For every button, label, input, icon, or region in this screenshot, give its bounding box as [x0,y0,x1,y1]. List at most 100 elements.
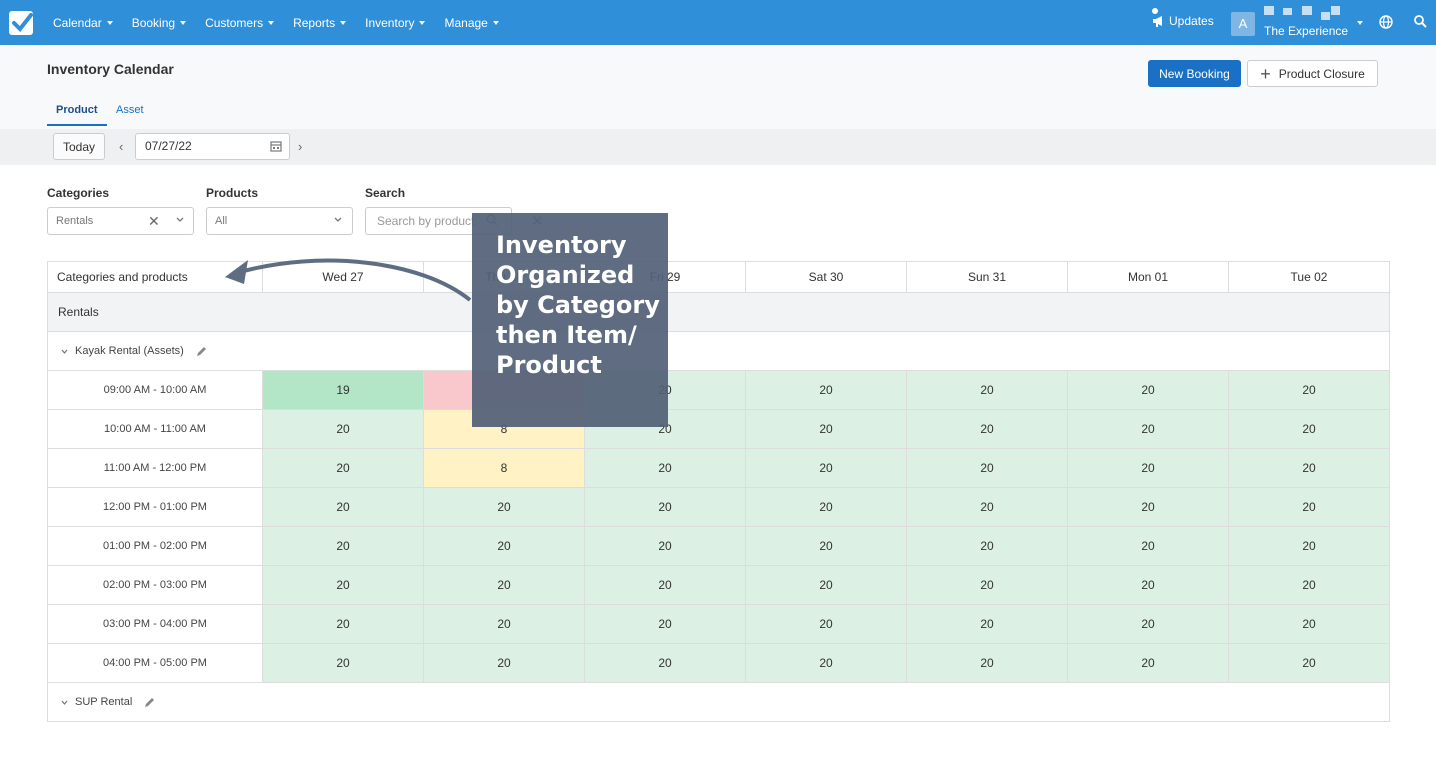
avatar[interactable]: A [1231,12,1255,36]
chevron-down-icon [180,20,187,25]
chevron-right-icon[interactable]: › [298,139,303,154]
close-icon[interactable]: ✕ [148,213,160,229]
availability-cell[interactable]: 20 [746,527,907,566]
categories-select[interactable]: Rentals [47,207,194,235]
availability-cell[interactable]: 20 [263,605,424,644]
nav-item-calendar[interactable]: Calendar [53,16,113,30]
page-header [0,45,1436,129]
availability-cell[interactable]: 20 [1229,449,1390,488]
availability-cell[interactable]: 20 [907,566,1068,605]
new-booking-button[interactable]: New Booking [1148,60,1241,87]
account-logo-block [1264,6,1274,15]
availability-cell[interactable]: 20 [1068,566,1229,605]
nav-item-booking[interactable]: Booking [132,16,187,30]
availability-cell[interactable]: 20 [907,410,1068,449]
product-group-row[interactable]: Kayak Rental (Assets) [48,332,1389,371]
availability-cell[interactable]: 20 [585,566,746,605]
updates-link[interactable]: Updates [1152,8,1214,28]
chevron-down-icon[interactable] [61,700,68,705]
time-slot-label: 01:00 PM - 02:00 PM [48,527,263,566]
tab-asset[interactable]: Asset [116,104,144,116]
availability-cell[interactable]: 20 [746,566,907,605]
date-input[interactable]: 07/27/22 [135,133,290,160]
availability-cell[interactable]: 20 [907,371,1068,410]
availability-cell[interactable]: 19 [263,371,424,410]
availability-cell[interactable]: 20 [585,488,746,527]
availability-cell[interactable]: 20 [1068,410,1229,449]
column-header[interactable]: Tue 02 [1229,262,1390,293]
today-button[interactable]: Today [53,133,105,160]
search-icon[interactable] [1414,15,1427,28]
availability-cell[interactable]: 20 [1068,488,1229,527]
chevron-down-icon[interactable] [334,217,342,222]
chevron-down-icon[interactable] [176,217,184,222]
availability-cell[interactable]: 20 [585,449,746,488]
availability-cell[interactable]: 20 [1229,371,1390,410]
nav-item-label: Reports [293,15,336,30]
availability-cell[interactable]: 20 [907,488,1068,527]
tab-product[interactable]: Product [56,104,98,116]
nav-item-manage[interactable]: Manage [444,15,499,30]
time-slot-label: 10:00 AM - 11:00 AM [48,410,263,449]
availability-cell[interactable]: 20 [746,410,907,449]
product-group-row[interactable]: SUP Rental [48,683,1389,722]
availability-cell[interactable]: 20 [1229,566,1390,605]
availability-cell[interactable]: 20 [263,566,424,605]
availability-cell[interactable]: 20 [907,449,1068,488]
availability-cell[interactable]: 20 [263,410,424,449]
availability-cell[interactable]: 20 [1068,605,1229,644]
availability-cell[interactable]: 20 [585,644,746,683]
calendar-icon[interactable] [270,140,282,152]
availability-cell[interactable]: 20 [1229,644,1390,683]
availability-cell[interactable]: 20 [907,644,1068,683]
availability-cell[interactable]: 20 [746,488,907,527]
column-header[interactable]: Sun 31 [907,262,1068,293]
globe-icon[interactable] [1379,15,1393,29]
pencil-icon[interactable] [143,696,156,709]
availability-cell[interactable]: 20 [907,605,1068,644]
availability-cell[interactable]: 20 [1229,488,1390,527]
availability-cell[interactable]: 20 [424,488,585,527]
chevron-down-icon [268,20,275,25]
availability-cell[interactable]: 20 [263,449,424,488]
nav-item-label: Manage [444,15,488,30]
availability-cell[interactable]: 20 [424,566,585,605]
column-header[interactable]: Mon 01 [1068,262,1229,293]
availability-cell[interactable]: 20 [424,527,585,566]
availability-cell[interactable]: 8 [424,449,585,488]
account-chevron-down-icon[interactable] [1357,21,1363,25]
availability-cell[interactable]: 20 [1229,527,1390,566]
availability-cell[interactable]: 20 [1068,644,1229,683]
nav-item-customers[interactable]: Customers [205,16,275,30]
availability-cell[interactable]: 20 [424,644,585,683]
nav-item-reports[interactable]: Reports [293,15,347,30]
product-closure-button[interactable]: + Product Closure [1247,60,1378,87]
availability-cell[interactable]: 20 [263,644,424,683]
chevron-left-icon[interactable]: ‹ [119,139,124,154]
availability-cell[interactable]: 20 [746,644,907,683]
logo-check-icon[interactable] [9,11,33,35]
account-logo-block [1283,8,1292,15]
availability-cell[interactable]: 20 [1229,605,1390,644]
availability-cell[interactable]: 20 [424,605,585,644]
nav-item-inventory[interactable]: Inventory [365,16,426,30]
updates-label: Updates [1169,14,1214,28]
availability-cell[interactable]: 20 [746,605,907,644]
account-logo-block [1302,6,1312,15]
column-header[interactable]: Sat 30 [746,262,907,293]
availability-cell[interactable]: 20 [263,527,424,566]
availability-cell[interactable]: 20 [585,605,746,644]
availability-cell[interactable]: 20 [1068,527,1229,566]
chevron-down-icon[interactable] [61,349,68,354]
availability-cell[interactable]: 20 [263,488,424,527]
availability-cell[interactable]: 20 [1068,371,1229,410]
products-select[interactable]: All [206,207,353,235]
account-name[interactable]: The Experience [1264,24,1349,38]
availability-cell[interactable]: 20 [907,527,1068,566]
availability-cell[interactable]: 20 [1068,449,1229,488]
availability-cell[interactable]: 20 [746,371,907,410]
availability-cell[interactable]: 20 [585,527,746,566]
availability-cell[interactable]: 20 [746,449,907,488]
pencil-icon[interactable] [195,345,208,358]
availability-cell[interactable]: 20 [1229,410,1390,449]
